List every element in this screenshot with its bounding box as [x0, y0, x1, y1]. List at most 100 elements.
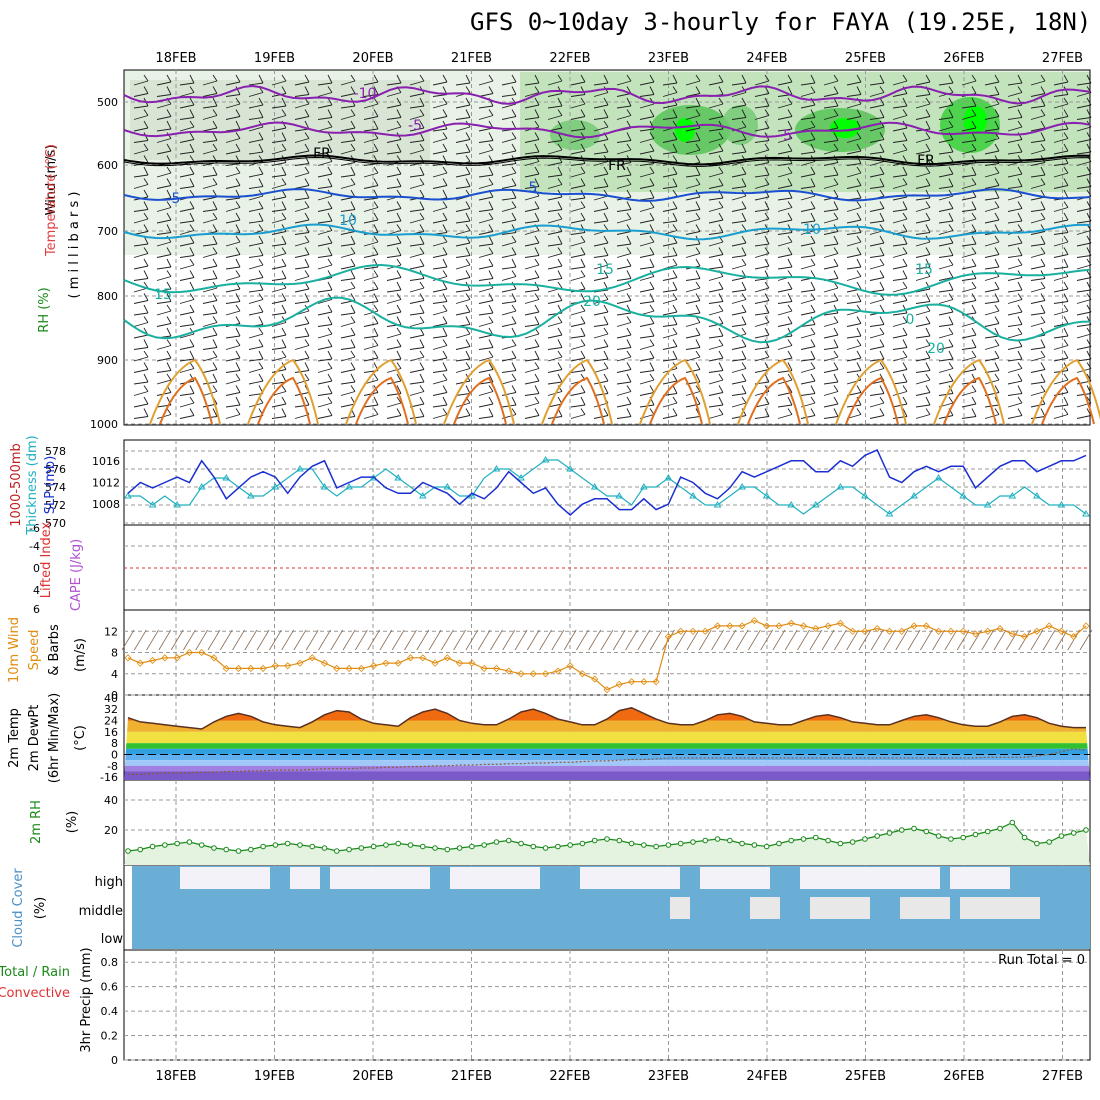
wind-barb-feather [1063, 235, 1069, 243]
wind-barb-feather [856, 281, 862, 290]
wind-barb [570, 94, 586, 97]
wind-barb-feather [166, 350, 172, 359]
wind-barb-feather [304, 74, 310, 83]
wind-barb [524, 230, 540, 235]
wind-barb [363, 219, 379, 224]
wind-barb-feather [695, 143, 701, 151]
wind-barb [846, 345, 862, 350]
wind-barb [248, 126, 264, 132]
wind-barb-feather [718, 258, 724, 268]
sfc-wind-barb [355, 629, 368, 651]
wind-barb-feather [419, 189, 425, 198]
wind-speed-point [222, 664, 230, 673]
rh-point [874, 833, 881, 839]
rh-point [702, 837, 709, 844]
wind-barb [409, 174, 425, 178]
temp-band [124, 771, 1090, 780]
wind-barb [708, 379, 724, 385]
wind-barb-feather [580, 316, 586, 324]
wind-speed-point [885, 627, 894, 635]
wind-barb [984, 128, 1000, 132]
rh-point [579, 840, 586, 847]
rh-point [530, 843, 537, 850]
wind-barb [846, 276, 862, 281]
wind-barb-feather [649, 293, 655, 302]
wind-barb-feather [488, 143, 494, 151]
wind-barb-feather [258, 201, 264, 209]
sfc-wind-barb [576, 629, 589, 651]
wind-barb [133, 381, 149, 385]
wind-barb-feather [212, 316, 218, 323]
wind-barb [455, 151, 471, 155]
wind-barb [179, 186, 195, 189]
wind-barb [754, 196, 770, 201]
wind-barb [1076, 117, 1092, 120]
wind-barb-feather [603, 385, 609, 394]
wind-barb [1030, 115, 1046, 120]
wind-barb-feather [672, 408, 678, 416]
wind-barb [248, 139, 264, 143]
wind-barb [685, 127, 701, 132]
wind-barb-feather [281, 304, 287, 314]
wind-barb [961, 149, 977, 155]
wind-barb [317, 230, 333, 235]
wind-speed-point [1057, 627, 1066, 635]
wind-barb [869, 264, 885, 270]
temp-contour-30 [453, 376, 507, 425]
wind-barb [915, 357, 931, 362]
wind-barb-feather [373, 350, 379, 359]
wind-barb [133, 265, 149, 270]
wind-barb-feather [1086, 166, 1092, 175]
wind-barb-feather [672, 86, 678, 93]
wind-barb [938, 186, 954, 189]
wind-barb-feather [649, 362, 655, 371]
wind-barb [685, 140, 701, 143]
wind-barb-feather [672, 373, 678, 382]
wind-barb [294, 172, 310, 178]
wind-barb-feather [695, 258, 701, 267]
wind-barb [271, 149, 287, 155]
wind-barb-feather [235, 224, 241, 233]
wind-barb-feather [994, 86, 1000, 95]
wind-barb-feather [189, 201, 195, 209]
wind-barb [340, 149, 356, 155]
rh-point [186, 839, 193, 845]
wind-barb [363, 207, 379, 212]
wind-speed-point [542, 670, 550, 678]
wind-barb [1007, 289, 1023, 293]
wind-barb-feather [672, 350, 678, 360]
temp-contour-30 [747, 376, 801, 425]
cloud-level-high: high [95, 875, 123, 890]
wind-barb [524, 139, 540, 143]
wind-barb [754, 253, 770, 258]
wind-barb-feather [741, 247, 747, 256]
wind-barb [1007, 220, 1023, 224]
wind-speed-point [468, 659, 476, 667]
li-label: Lifted Index [39, 521, 54, 598]
wind-barb [938, 230, 954, 235]
wind-barb [1007, 255, 1023, 258]
wind-barb [363, 172, 379, 178]
wind-speed-point [136, 659, 144, 667]
wind-barb-feather [235, 396, 241, 406]
wind-barb-feather [350, 109, 356, 116]
wind-barb-feather [925, 166, 931, 174]
wind-barb [363, 266, 379, 270]
wind-barb-feather [695, 373, 701, 383]
wind-barb [133, 334, 149, 339]
wind-barb [547, 218, 563, 224]
wind-barb-feather [741, 212, 747, 222]
wind-barb [685, 209, 701, 212]
wind-barb [455, 220, 471, 224]
rh-point [898, 827, 905, 833]
wind-barb [363, 94, 379, 97]
wind-barb [248, 255, 264, 258]
wind-barb-feather [672, 304, 678, 313]
wind-barb-feather [327, 350, 333, 360]
date-label: 19FEB [254, 51, 295, 66]
wind-barb [708, 185, 724, 189]
wind-barb [386, 173, 402, 178]
wind-barb-feather [189, 396, 195, 404]
wind-barb-feather [166, 178, 172, 186]
wind-barb [639, 197, 655, 201]
